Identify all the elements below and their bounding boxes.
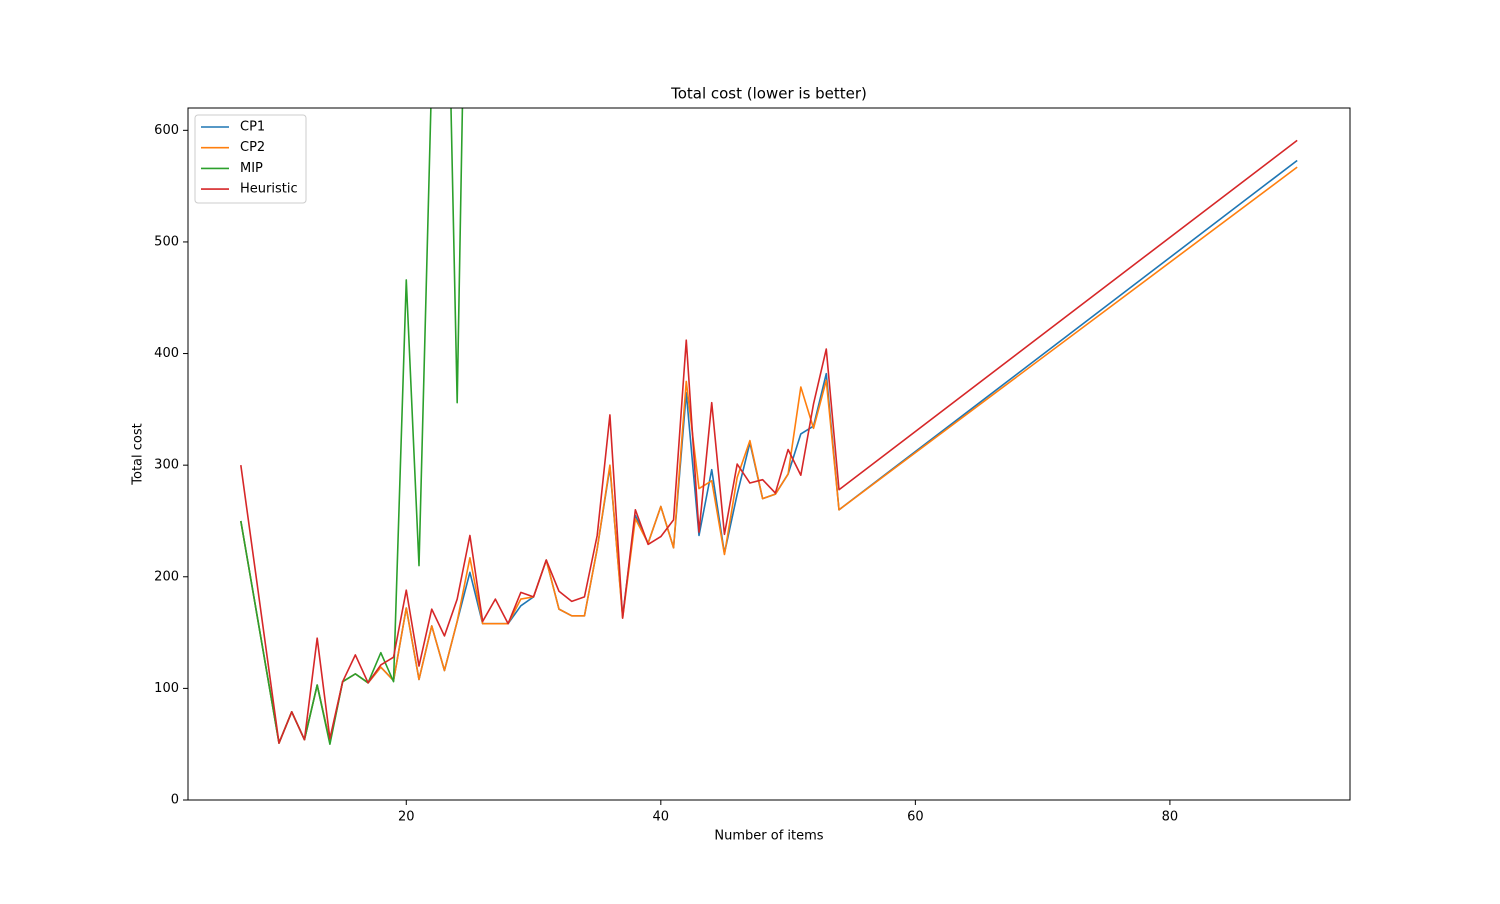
y-tick-label: 600 xyxy=(154,123,179,138)
legend-label: MIP xyxy=(240,161,263,176)
y-tick-label: 100 xyxy=(154,681,179,696)
y-tick-label: 400 xyxy=(154,346,179,361)
x-axis-label: Number of items xyxy=(714,829,823,844)
x-tick-label: 40 xyxy=(653,810,670,825)
y-tick-label: 500 xyxy=(154,234,179,249)
y-tick-label: 300 xyxy=(154,458,179,473)
legend-label: CP1 xyxy=(240,120,265,135)
y-tick-label: 200 xyxy=(154,569,179,584)
legend-box xyxy=(194,114,307,204)
series-line xyxy=(240,139,1298,744)
y-axis-label: Total cost xyxy=(131,423,146,485)
y-tick-label: 0 xyxy=(171,793,179,808)
plot-frame xyxy=(187,107,1351,801)
x-tick-label: 20 xyxy=(398,810,415,825)
chart-title: Total cost (lower is better) xyxy=(670,85,867,103)
legend-label: CP2 xyxy=(240,140,265,155)
x-tick-label: 60 xyxy=(907,810,924,825)
legend-label: Heuristic xyxy=(240,182,298,197)
plot-lines xyxy=(240,108,1298,745)
x-tick-label: 80 xyxy=(1162,810,1179,825)
